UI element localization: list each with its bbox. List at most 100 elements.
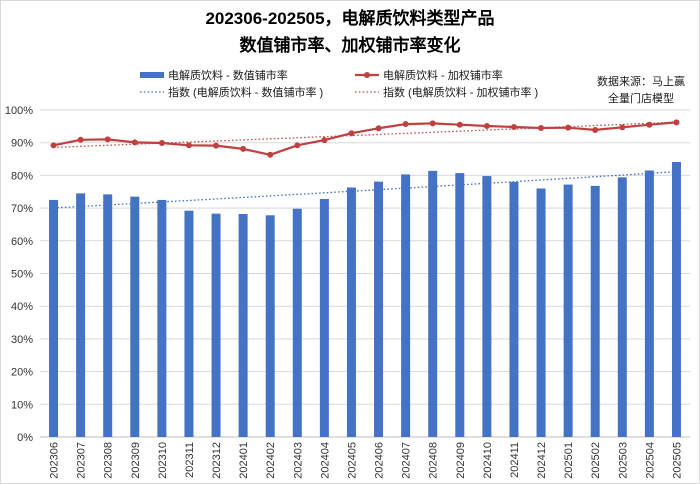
line-point — [673, 119, 680, 126]
chart-title-line-1: 202306-202505，电解质饮料类型产品 — [205, 8, 494, 28]
x-tick-label: 202505 — [671, 442, 683, 479]
bar — [211, 213, 221, 437]
x-tick-label: 202306 — [49, 442, 61, 479]
line-point — [483, 123, 490, 130]
legend: 电解质饮料 - 数值铺市率 电解质饮料 - 加权铺市率 指数 (电解质饮料 - … — [140, 68, 538, 99]
bar — [482, 176, 492, 437]
legend-item-trend-bar: 指数 (电解质饮料 - 数值铺市率 ) — [140, 85, 323, 99]
line-point — [131, 139, 138, 146]
x-tick-label: 202412 — [536, 442, 548, 479]
bar — [509, 181, 519, 437]
x-tick-label: 202502 — [590, 442, 602, 479]
x-tick-label: 202310 — [157, 442, 169, 479]
legend-label-bar-series: 电解质饮料 - 数值铺市率 — [168, 68, 288, 82]
y-tick-label: 60% — [11, 236, 33, 248]
x-tick-label: 202406 — [374, 442, 386, 479]
y-tick-label: 100% — [5, 105, 33, 117]
line-point — [592, 126, 599, 133]
legend-swatch-marker — [364, 72, 370, 78]
line-point — [565, 124, 572, 131]
line-point — [185, 142, 192, 149]
bar — [157, 199, 167, 437]
bar — [401, 174, 411, 437]
bar — [671, 161, 681, 438]
bar — [455, 173, 465, 437]
bar — [590, 185, 600, 437]
x-tick-label: 202403 — [292, 442, 304, 479]
data-source-note: 数据来源：马上赢 全量门店模型 — [597, 74, 685, 105]
line-point — [240, 145, 247, 152]
bar — [563, 184, 573, 437]
line-point — [646, 121, 653, 128]
bar — [76, 193, 86, 437]
line-point — [375, 125, 382, 132]
line-point — [294, 142, 301, 149]
weighted-distribution-line — [53, 121, 677, 156]
bar — [644, 170, 654, 437]
x-tick-label: 202407 — [401, 442, 413, 479]
legend-item-bar-series: 电解质饮料 - 数值铺市率 — [140, 68, 288, 82]
source-line-1: 数据来源：马上赢 — [597, 74, 685, 88]
bar-series — [49, 161, 681, 438]
line-point — [321, 137, 328, 144]
legend-swatch-bar — [140, 72, 164, 78]
y-tick-label: 10% — [11, 399, 33, 411]
y-tick-label: 20% — [11, 367, 33, 379]
y-tick-label: 80% — [11, 170, 33, 182]
bar — [49, 199, 59, 437]
x-tick-label: 202401 — [238, 442, 250, 479]
bar — [103, 194, 113, 437]
bar — [428, 170, 438, 437]
bar — [265, 215, 275, 437]
x-tick-label: 202504 — [644, 442, 656, 479]
x-tick-label: 202312 — [211, 442, 223, 479]
line-series — [50, 119, 680, 158]
x-tick-label: 202405 — [346, 442, 358, 479]
line-point — [213, 142, 220, 149]
x-tick-label: 202501 — [563, 442, 575, 479]
bar — [238, 213, 248, 437]
y-tick-label: 70% — [11, 203, 33, 215]
legend-label-trend-line: 指数 (电解质饮料 - 加权铺市率 ) — [383, 85, 538, 99]
line-point — [348, 130, 355, 137]
y-tick-label: 30% — [11, 334, 33, 346]
line-point — [538, 124, 545, 131]
y-tick-label: 0% — [17, 432, 33, 444]
x-tick-label: 202404 — [319, 442, 331, 479]
line-point — [77, 136, 84, 143]
line-point — [267, 151, 274, 158]
bar — [374, 181, 384, 437]
x-tick-label: 202411 — [509, 442, 521, 478]
line-point — [402, 121, 409, 128]
legend-label-line-series: 电解质饮料 - 加权铺市率 — [383, 68, 503, 82]
bar — [536, 188, 546, 437]
bar — [184, 210, 194, 437]
legend-item-line-series: 电解质饮料 - 加权铺市率 — [355, 68, 503, 82]
bar — [617, 177, 627, 437]
legend-item-trend-line: 指数 (电解质饮料 - 加权铺市率 ) — [355, 85, 538, 99]
line-point — [158, 140, 165, 147]
y-axis-tick-labels: 0% 10% 20% 30% 40% 50% 60% 70% 80% 90% 100% — [5, 105, 33, 444]
x-tick-label: 202410 — [482, 442, 494, 479]
bar — [346, 187, 356, 437]
line-point — [50, 142, 57, 149]
x-tick-label: 202408 — [428, 442, 440, 479]
line-point — [619, 124, 626, 131]
x-axis-tick-labels: 202306 202307 202308 202309 202310 202311 2023… — [49, 442, 684, 479]
y-tick-label: 40% — [11, 301, 33, 313]
line-point — [429, 120, 436, 127]
x-tick-label: 202402 — [265, 442, 277, 479]
source-line-2: 全量门店模型 — [608, 91, 674, 105]
x-tick-label: 202409 — [455, 442, 467, 479]
x-tick-label: 202309 — [130, 442, 142, 479]
line-point — [104, 136, 111, 143]
bar — [319, 198, 329, 437]
x-tick-label: 202503 — [617, 442, 629, 479]
bar — [292, 208, 302, 437]
gridlines — [40, 109, 690, 438]
x-tick-label: 202311 — [184, 442, 196, 478]
line-point — [510, 124, 517, 131]
y-tick-label: 50% — [11, 269, 33, 281]
x-tick-label: 202307 — [76, 442, 88, 479]
